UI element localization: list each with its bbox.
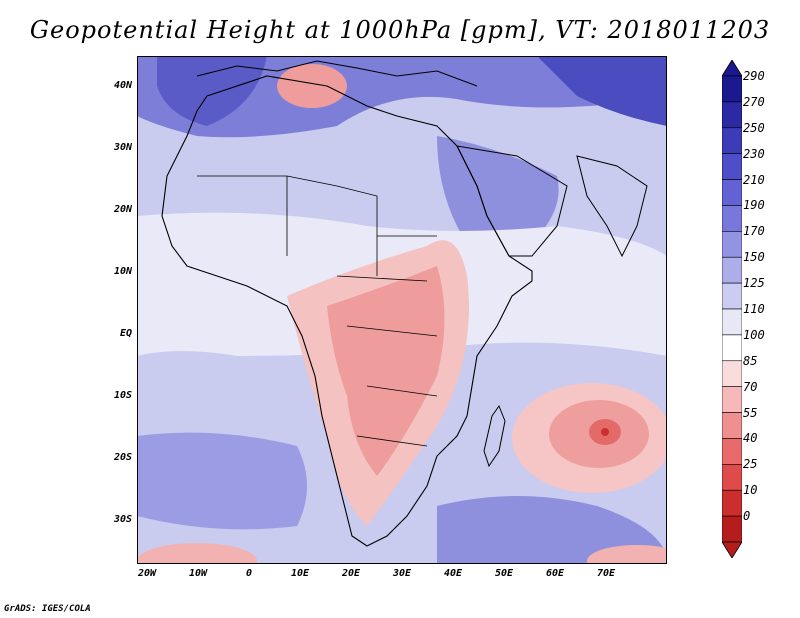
india-outline: [576, 155, 648, 258]
colorbar-segment: [722, 282, 742, 310]
colorbar-label: 190: [743, 198, 765, 213]
colorbar-label: 70: [743, 379, 758, 394]
north-africa-red-patch: [277, 64, 347, 108]
colorbar-label: 55: [743, 405, 758, 420]
lon-label: 10W: [188, 568, 208, 579]
colorbar-segment: [722, 153, 742, 180]
colorbar-segment: [722, 231, 742, 258]
lat-label: EQ: [119, 328, 132, 339]
credit-text: GrADS: IGES/COLA: [4, 604, 91, 614]
colorbar-segment: [722, 256, 742, 284]
colorbar-label: 10: [743, 483, 758, 498]
colorbar-label: 100: [743, 327, 765, 342]
colorbar-segment: [722, 515, 742, 543]
colorbar-cap-bottom: [722, 541, 742, 558]
lon-label: 0: [245, 568, 253, 579]
south-indian-blue: [437, 496, 667, 564]
lat-label: 10N: [113, 266, 132, 277]
high-northeast: [537, 56, 667, 126]
colorbar-label: 40: [743, 431, 758, 446]
south-atlantic-blue: [137, 432, 307, 530]
lon-label: 70E: [596, 568, 616, 579]
colorbar-label: 270: [743, 94, 765, 109]
lon-label: 20E: [341, 568, 361, 579]
colorbar-label: 170: [743, 224, 765, 239]
colorbar-segment: [722, 360, 742, 387]
country-borders: [197, 175, 438, 447]
lat-label: 30N: [113, 142, 132, 153]
lat-label: 40N: [113, 80, 132, 91]
lon-label: 60E: [545, 568, 565, 579]
colorbar-segment: [722, 489, 742, 517]
lat-label: 10S: [113, 390, 132, 401]
colorbar-segment: [722, 75, 742, 103]
colorbar-label: 150: [743, 250, 765, 265]
lat-label: 20N: [113, 204, 132, 215]
chart-title: Geopotential Height at 1000hPa [gpm], VT…: [29, 16, 771, 44]
colorbar-label: 125: [743, 276, 765, 291]
colorbar-label: 85: [743, 353, 758, 368]
south-red-patch-right: [587, 545, 667, 564]
colorbar-segment: [722, 334, 742, 362]
lon-label: 50E: [494, 568, 514, 579]
lon-label: 40E: [443, 568, 463, 579]
lon-label: 20W: [137, 568, 157, 579]
lon-label: 10E: [290, 568, 310, 579]
colorbar-label: 110: [743, 302, 765, 316]
lat-label: 20S: [113, 452, 132, 463]
south-red-patch-left: [137, 543, 257, 564]
africa-heat-low-core: [327, 266, 445, 476]
map-panel: [137, 56, 667, 564]
colorbar-label: 25: [743, 457, 758, 472]
high-northwest: [157, 56, 267, 126]
colorbar-label: 230: [743, 146, 765, 161]
map-frame: [137, 56, 667, 564]
colorbar-segment: [722, 101, 742, 129]
colorbar-label: 210: [743, 172, 765, 187]
colorbar-label: 250: [743, 120, 765, 135]
colorbar-segment: [722, 205, 742, 232]
madagascar-east-cell-center: [601, 428, 609, 436]
colorbar: [722, 60, 742, 558]
colorbar-segment: [722, 308, 742, 336]
colorbar-segment: [722, 386, 742, 413]
colorbar-segment: [722, 179, 742, 206]
colorbar-label: 290: [743, 69, 765, 83]
colorbar-segment: [722, 412, 742, 439]
colorbar-segment: [722, 438, 742, 465]
colorbar-segment: [722, 464, 742, 491]
colorbar-label: 0: [743, 509, 751, 524]
lon-label: 30E: [392, 568, 412, 579]
colorbar-segment: [722, 127, 742, 154]
europe-coast-outline: [196, 60, 478, 87]
colorbar-cap-top: [722, 60, 742, 77]
lat-label: 30S: [113, 514, 132, 525]
madagascar-outline: [483, 404, 506, 468]
arabia-outline: [456, 145, 568, 257]
